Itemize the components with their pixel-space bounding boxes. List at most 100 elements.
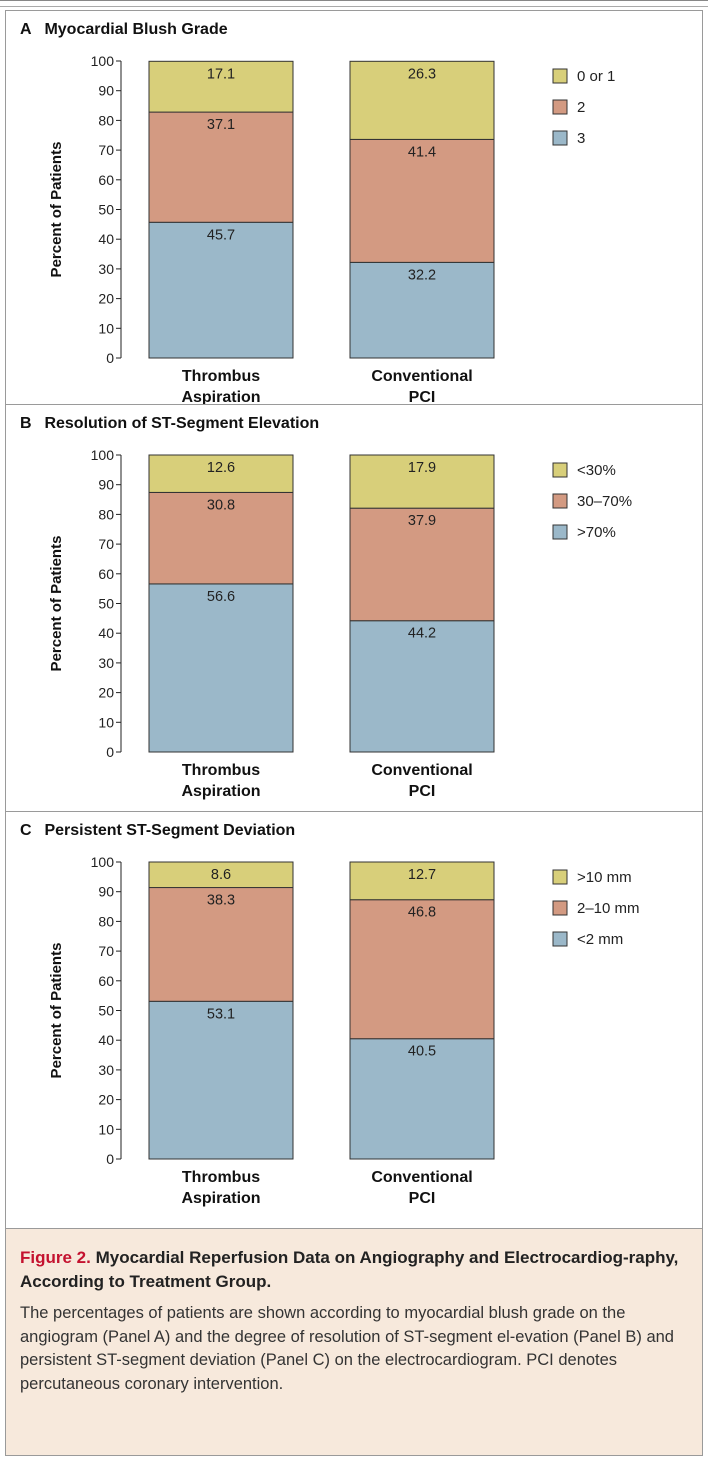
legend-label: 0 or 1 bbox=[577, 68, 615, 85]
y-tick-label: 10 bbox=[98, 714, 114, 730]
data-label: 37.1 bbox=[207, 117, 235, 133]
panel-c-chart: 0 10 20 30 40 50 60 70 80 90 100 Percent of Patient… bbox=[48, 854, 640, 1207]
panel-a-letter: A bbox=[20, 21, 32, 38]
data-label: 17.9 bbox=[408, 460, 436, 476]
legend-swatch bbox=[552, 931, 568, 947]
data-label: 40.5 bbox=[408, 1044, 436, 1060]
legend-swatch bbox=[552, 462, 568, 478]
y-tick-label: 60 bbox=[98, 566, 114, 582]
bar-segment bbox=[148, 887, 294, 1002]
panel-b-letter: B bbox=[20, 415, 32, 432]
y-tick-label: 50 bbox=[98, 596, 114, 612]
bar-segment bbox=[349, 261, 495, 359]
bar-segment bbox=[148, 221, 294, 359]
legend-swatch bbox=[552, 493, 568, 509]
data-label: 44.2 bbox=[408, 626, 436, 642]
y-tick-label: 20 bbox=[98, 1092, 114, 1108]
x-category-label: Thrombus bbox=[182, 1169, 260, 1186]
legend-label: <30% bbox=[577, 462, 616, 479]
data-label: 46.8 bbox=[408, 905, 436, 921]
caption-text: The percentages of patients are shown ac… bbox=[20, 1304, 674, 1393]
bar-segment bbox=[349, 899, 495, 1040]
panel-a-title-text: Myocardial Blush Grade bbox=[44, 21, 228, 38]
y-tick-label: 90 bbox=[98, 884, 114, 900]
bar-segment bbox=[148, 861, 294, 889]
legend-swatch bbox=[552, 524, 568, 540]
y-tick-label: 40 bbox=[98, 625, 114, 641]
legend-swatch bbox=[552, 99, 568, 115]
data-label: 26.3 bbox=[408, 66, 436, 82]
y-tick-label: 0 bbox=[106, 350, 114, 366]
data-label: 12.7 bbox=[408, 867, 436, 883]
x-category-label: PCI bbox=[409, 783, 436, 800]
legend-label: 2 bbox=[577, 99, 585, 116]
figure-label: Figure 2. bbox=[20, 1248, 91, 1267]
y-tick-label: 60 bbox=[98, 172, 114, 188]
y-tick-label: 10 bbox=[98, 1121, 114, 1137]
bar-segment bbox=[148, 583, 294, 753]
bar-segment bbox=[148, 60, 294, 113]
y-tick-label: 0 bbox=[106, 744, 114, 760]
panel-a-title: A Myocardial Blush Grade bbox=[20, 21, 228, 39]
panel-b-title-text: Resolution of ST-Segment Elevation bbox=[44, 415, 320, 432]
panel-a-chart: 0 10 20 30 40 50 60 70 80 90 100 Percent of Patient… bbox=[48, 53, 615, 405]
bar-segment bbox=[148, 111, 294, 223]
y-tick-label: 10 bbox=[98, 320, 114, 336]
legend-label: 2–10 mm bbox=[577, 900, 640, 917]
bar-segment bbox=[349, 60, 495, 140]
bar-segment bbox=[148, 491, 294, 585]
bar-segment bbox=[349, 138, 495, 263]
y-tick-label: 70 bbox=[98, 142, 114, 158]
figure-caption: Figure 2. Myocardial Reperfusion Data on… bbox=[5, 1228, 703, 1456]
data-label: 53.1 bbox=[207, 1006, 235, 1022]
x-category-label: Conventional bbox=[371, 368, 472, 385]
data-label: 56.6 bbox=[207, 589, 235, 605]
y-tick-label: 80 bbox=[98, 112, 114, 128]
bar-segment bbox=[349, 507, 495, 622]
bar-segment bbox=[148, 1000, 294, 1160]
y-tick-label: 0 bbox=[106, 1151, 114, 1167]
y-tick-label: 90 bbox=[98, 83, 114, 99]
y-tick-label: 30 bbox=[98, 261, 114, 277]
bar-segment bbox=[349, 454, 495, 509]
top-rule-secondary bbox=[0, 6, 708, 7]
panel-c: C Persistent ST-Segment Deviation 0 10 20 3… bbox=[5, 811, 703, 1228]
x-category-label: Aspiration bbox=[181, 783, 260, 800]
data-label: 8.6 bbox=[211, 867, 231, 883]
y-tick-label: 80 bbox=[98, 506, 114, 522]
data-label: 30.8 bbox=[207, 497, 235, 513]
legend-label: 30–70% bbox=[577, 493, 632, 510]
y-axis-title: Percent of Patients bbox=[48, 536, 65, 672]
data-label: 41.4 bbox=[408, 144, 436, 160]
y-tick-label: 50 bbox=[98, 1003, 114, 1019]
caption-title-text: Myocardial Reperfusion Data on Angiograp… bbox=[20, 1248, 679, 1291]
data-label: 32.2 bbox=[408, 267, 436, 283]
panel-b-title: B Resolution of ST-Segment Elevation bbox=[20, 415, 319, 433]
y-tick-label: 100 bbox=[91, 53, 115, 69]
y-tick-label: 90 bbox=[98, 477, 114, 493]
y-tick-label: 20 bbox=[98, 291, 114, 307]
y-axis-title: Percent of Patients bbox=[48, 943, 65, 1079]
y-tick-label: 40 bbox=[98, 231, 114, 247]
panel-a: A Myocardial Blush Grade 0 10 20 30 40 50 60 70… bbox=[5, 10, 703, 405]
panel-c-title: C Persistent ST-Segment Deviation bbox=[20, 822, 295, 840]
y-tick-label: 20 bbox=[98, 685, 114, 701]
y-axis-title: Percent of Patients bbox=[48, 142, 65, 278]
y-tick-label: 80 bbox=[98, 913, 114, 929]
legend-label: 3 bbox=[577, 130, 585, 147]
panel-b: B Resolution of ST-Segment Elevation 0 10… bbox=[5, 404, 703, 811]
bar-segment bbox=[349, 1038, 495, 1160]
bar-segment bbox=[349, 861, 495, 901]
y-tick-label: 70 bbox=[98, 943, 114, 959]
x-category-label: PCI bbox=[409, 389, 436, 405]
y-tick-label: 30 bbox=[98, 1062, 114, 1078]
x-category-label: Thrombus bbox=[182, 762, 260, 779]
data-label: 38.3 bbox=[207, 893, 235, 909]
legend-swatch bbox=[552, 68, 568, 84]
data-label: 37.9 bbox=[408, 513, 436, 529]
panel-b-chart: 0 10 20 30 40 50 60 70 80 90 100 Percent of Patient… bbox=[48, 447, 632, 800]
legend-label: >70% bbox=[577, 524, 616, 541]
y-tick-label: 60 bbox=[98, 973, 114, 989]
data-label: 12.6 bbox=[207, 460, 235, 476]
